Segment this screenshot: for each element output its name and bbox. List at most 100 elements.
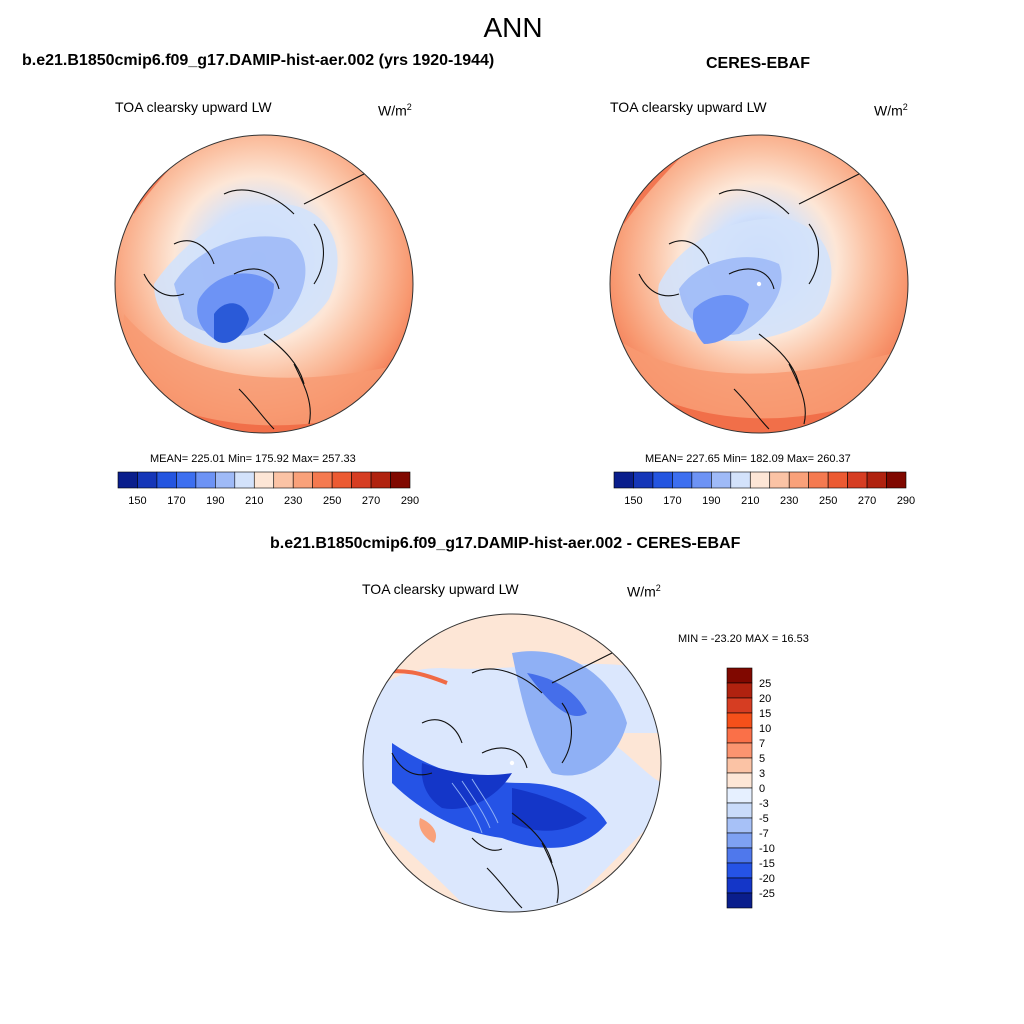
panel-1-colorbar-swatch [331,471,352,489]
panel-1-colorbar-swatch [253,471,275,489]
panel-1-colorbar-swatch [390,471,411,489]
panel-3-colorbar-swatch [726,712,753,729]
panel-1-colorbar-tick-label: 150 [128,495,146,507]
panel-2-colorbar-swatch [749,471,771,489]
panel-3-colorbar-swatch [726,742,753,759]
panel-1-colorbar-tick-label: 270 [362,495,380,507]
panel-1-colorbar-swatch [215,471,236,489]
panel-3-colorbar-swatch [726,817,753,834]
panel-3-colorbar-swatch [726,772,753,789]
panel-2-colorbar-swatch [769,471,790,489]
panel-2-colorbar-tick-label: 170 [663,495,681,507]
panel-2-map [609,134,909,434]
panel-3-colorbar-swatch [726,727,753,744]
panel-3-colorbar-tick-label: 5 [759,753,765,765]
panel-3-colorbar-tick-label: -20 [759,873,775,885]
panel-2-colorbar-swatch [847,471,868,489]
panel-1-map [114,134,414,434]
panel-3-colorbar-tick-label: 20 [759,693,771,705]
panel-2-colorbar-tick-label: 290 [897,495,915,507]
panel-1-colorbar-swatch [176,471,197,489]
panel-2-colorbar-swatch [613,471,634,489]
panel-3-colorbar-swatch [726,802,753,819]
panel-3-header: b.e21.B1850cmip6.f09_g17.DAMIP-hist-aer.… [270,535,741,552]
panel-1-colorbar-tick-label: 170 [167,495,185,507]
panel-1-colorbar-swatch [234,471,255,489]
panel-3-colorbar-tick-label: 10 [759,723,771,735]
panel-2-stats: MEAN= 227.65 Min= 182.09 Max= 260.37 [645,453,851,465]
panel-2-colorbar-tick-label: 150 [624,495,642,507]
panel-2-colorbar: 150 170 190 210 230 250 270 290 [613,471,915,507]
panel-3-colorbar-swatch [726,667,753,684]
panel-1-colorbar-swatch [156,471,177,489]
panel-2-colorbar-tick-label: 270 [858,495,876,507]
panel-3-unit-exp: 2 [655,583,661,593]
panel-3-map [362,613,662,913]
panel-1-colorbar-tick-label: 210 [245,495,263,507]
panel-1-colorbar-tick-label: 190 [206,495,224,507]
panel-2-colorbar-swatch [808,471,829,489]
panel-2-colorbar-swatch [691,471,712,489]
panel-3-colorbar-swatch [726,862,753,879]
panel-3-colorbar-tick-label: 3 [759,768,765,780]
panel-2-colorbar-swatch [886,471,907,489]
panel-1-colorbar-swatch [117,471,138,489]
panel-1-colorbar: 150 170 190 210 230 250 270 290 [117,471,419,507]
panel-1-colorbar-swatch [137,471,158,489]
panel-3-colorbar-swatch [726,757,753,774]
panel-2-colorbar-swatch [866,471,887,489]
panel-3-colorbar-swatch [726,697,753,714]
panel-3-colorbar-tick-label: -3 [759,798,769,810]
panel-3-colorbar-tick-label: -10 [759,843,775,855]
panel-2-unit-exp: 2 [902,102,908,112]
panel-2-colorbar-swatch [672,471,693,489]
panel-3-colorbar-swatch [726,892,753,909]
panel-1-colorbar-swatch [370,471,391,489]
panel-1-variable: TOA clearsky upward LW [115,99,272,115]
panel-3-colorbar-tick-label: -15 [759,858,775,870]
panel-1-unit-exp: 2 [406,102,412,112]
panel-3-colorbar-tick-label: -7 [759,828,769,840]
panel-3-colorbar-swatch [726,877,753,894]
panel-3-colorbar: 25 20 15 10 7 5 3 0 -3 -5 -7 -10 -15 -20 -25 [726,667,775,909]
panel-3-colorbar-swatch [726,787,753,804]
panel-2-colorbar-tick-label: 250 [819,495,837,507]
panel-2-colorbar-swatch [827,471,848,489]
panel-1-stats: MEAN= 225.01 Min= 175.92 Max= 257.33 [150,453,356,465]
panel-3-colorbar-tick-label: 25 [759,678,771,690]
panel-2-colorbar-swatch [711,471,732,489]
panel-2-colorbar-swatch [633,471,654,489]
panel-3-stats: MIN = -23.20 MAX = 16.53 [678,633,809,645]
panel-3-colorbar-tick-label: 7 [759,738,765,750]
panel-3-colorbar-tick-label: -5 [759,813,769,825]
panel-1-unit: W/m2 [378,102,412,119]
panel-1-colorbar-swatch [195,471,216,489]
panel-3-colorbar-tick-label: 0 [759,783,765,795]
panel-2-colorbar-tick-label: 190 [702,495,720,507]
panel-1-colorbar-tick-label: 230 [284,495,302,507]
panel-3-unit: W/m2 [627,583,661,600]
panel-3-colorbar-swatch [726,847,753,864]
panel-3-colorbar-swatch [726,682,753,699]
panel-1-colorbar-swatch [292,471,313,489]
panel-1-colorbar-swatch [312,471,333,489]
panel-2-unit: W/m2 [874,102,908,119]
panel-1-colorbar-swatch [273,471,294,489]
panel-2-colorbar-tick-label: 230 [780,495,798,507]
panel-3-unit-base: W/m [627,583,656,600]
panel-2-colorbar-swatch [730,471,751,489]
panel-3-colorbar-tick-label: -25 [759,888,775,900]
panel-2-header: CERES-EBAF [706,55,811,72]
panel-3-colorbar-swatch [726,832,753,849]
panel-2-colorbar-swatch [788,471,809,489]
panel-1-colorbar-tick-label: 290 [401,495,419,507]
panel-2-colorbar-swatch [652,471,673,489]
panel-2-colorbar-tick-label: 210 [741,495,759,507]
panel-1-header: b.e21.B1850cmip6.f09_g17.DAMIP-hist-aer.… [22,52,495,69]
panel-1-unit-base: W/m [378,102,407,119]
panel-1-colorbar-swatch [351,471,372,489]
panel-3-colorbar-tick-label: 15 [759,708,771,720]
panel-2-unit-base: W/m [874,102,903,119]
panel-2-variable: TOA clearsky upward LW [610,99,767,115]
panel-3-variable: TOA clearsky upward LW [362,581,519,597]
